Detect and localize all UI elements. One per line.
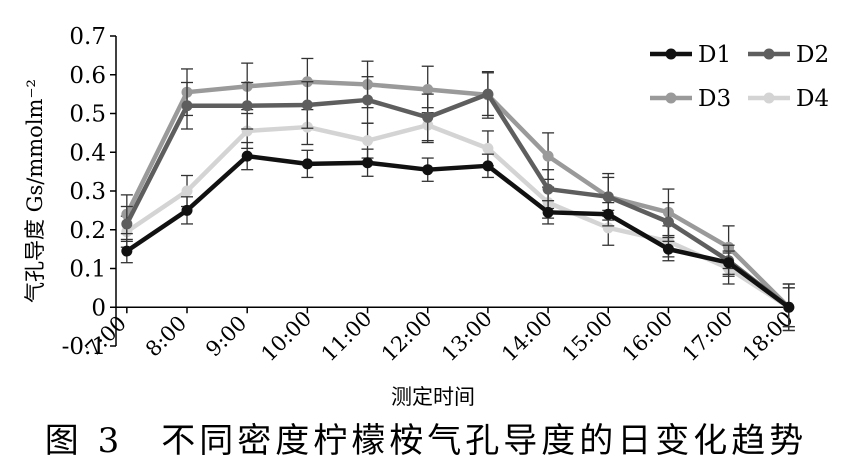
legend: D1 D2 D3 D4 — [650, 42, 829, 112]
data-point — [662, 216, 674, 228]
x-tick-label: 13:00 — [437, 306, 497, 366]
series-D1 — [120, 141, 795, 328]
y-tick-label: 0.5 — [69, 102, 106, 128]
data-point — [422, 164, 434, 176]
series-line-D1 — [125, 153, 791, 310]
data-point — [121, 245, 133, 257]
series-D3 — [120, 57, 795, 332]
data-point — [723, 257, 735, 269]
series-line-D3 — [124, 79, 791, 309]
data-point — [301, 158, 313, 170]
legend-marker — [665, 92, 677, 104]
y-tick-label: 0.4 — [69, 140, 106, 166]
legend-marker — [665, 48, 677, 60]
data-point — [241, 100, 253, 112]
series-line-D4 — [125, 122, 791, 310]
x-tick-label: 16:00 — [618, 306, 678, 366]
data-point — [181, 204, 193, 216]
legend-item-D4: D4 — [748, 86, 829, 112]
data-point — [542, 206, 554, 218]
legend-item-D1: D1 — [650, 42, 731, 68]
data-point — [181, 100, 193, 112]
y-tick-label: 0.1 — [69, 257, 106, 283]
y-tick-label: -0.1 — [62, 334, 106, 360]
data-point — [181, 185, 193, 197]
data-point — [482, 142, 494, 154]
data-point — [362, 157, 374, 169]
y-tick-label: 0.7 — [69, 24, 106, 50]
y-tick-label: 0.2 — [69, 218, 106, 244]
y-axis-title: 气孔导度 Gs/mmolm⁻² — [23, 79, 47, 303]
x-tick-label: 8:00 — [141, 311, 191, 361]
x-tick-label: 15:00 — [557, 306, 617, 366]
y-tick-label: 0.6 — [69, 63, 106, 89]
data-point — [422, 111, 434, 123]
data-point — [241, 150, 253, 162]
data-point — [482, 88, 494, 100]
legend-marker — [763, 92, 775, 104]
x-tick-label: 12:00 — [377, 306, 437, 366]
data-point — [301, 99, 313, 111]
data-point — [241, 125, 253, 137]
series-D4 — [120, 107, 795, 328]
x-tick-label: 17:00 — [678, 306, 738, 366]
x-tick-label: 9:00 — [201, 311, 251, 361]
y-tick-label: 0.3 — [69, 179, 106, 205]
data-point — [422, 83, 434, 95]
data-point — [542, 183, 554, 195]
x-tick-label: 10:00 — [257, 306, 317, 366]
data-point — [662, 243, 674, 255]
legend-label: D2 — [796, 42, 829, 68]
y-tick-label: 0 — [91, 295, 106, 321]
data-point — [362, 94, 374, 106]
legend-item-D2: D2 — [748, 42, 829, 68]
data-point — [121, 218, 133, 230]
axes: -0.100.10.20.30.40.50.60.77:00 8:00 9:00 10… — [62, 24, 798, 366]
legend-label: D1 — [698, 42, 731, 68]
x-axis-title: 测定时间 — [391, 385, 475, 409]
legend-label: D4 — [796, 86, 829, 112]
data-point — [602, 191, 614, 203]
series-D2 — [120, 72, 795, 332]
data-point — [542, 150, 554, 162]
series-line-D2 — [124, 91, 791, 310]
data-point — [482, 160, 494, 172]
data-point — [783, 301, 795, 313]
series-layer — [120, 57, 795, 332]
data-point — [602, 208, 614, 220]
data-point — [602, 222, 614, 234]
legend-item-D3: D3 — [650, 86, 731, 112]
x-tick-label: 14:00 — [497, 306, 557, 366]
data-point — [362, 135, 374, 147]
legend-label: D3 — [698, 86, 731, 112]
legend-marker — [763, 48, 775, 60]
x-tick-label: 11:00 — [317, 306, 377, 366]
figure-caption: 图 3 不同密度柠檬桉气孔导度的日变化趋势 — [45, 421, 807, 461]
